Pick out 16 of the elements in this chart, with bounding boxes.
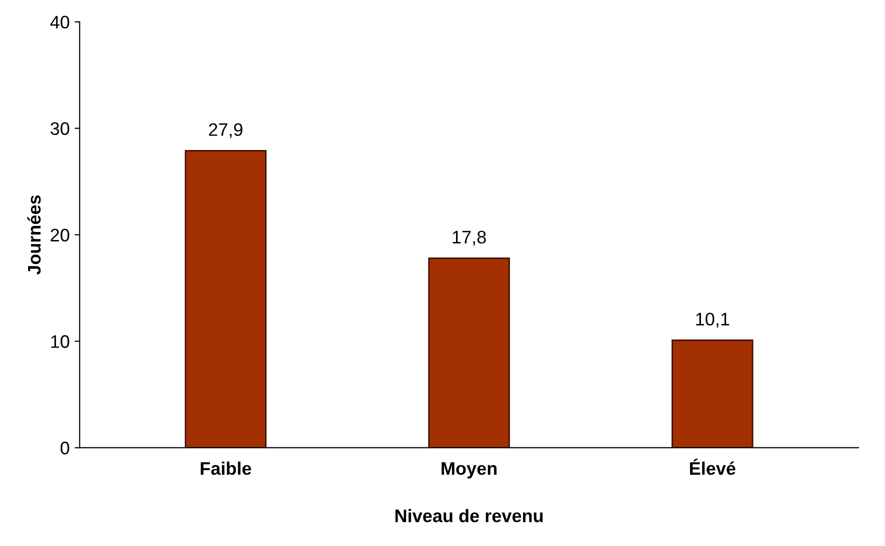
y-tick-label: 40: [50, 16, 70, 29]
y-tick-label: 20: [50, 228, 70, 242]
data-label: 27,9: [209, 123, 242, 138]
y-tick-label: 0: [60, 442, 70, 454]
bar: [184, 150, 267, 448]
y-tick-label: 30: [50, 122, 70, 136]
x-tick-label: Moyen: [442, 462, 497, 478]
x-axis-title: Niveau de revenu: [396, 508, 543, 522]
y-axis-title: Journées: [27, 195, 41, 275]
data-label: 17,8: [452, 230, 486, 246]
x-tick-label: Élevé: [690, 458, 736, 475]
data-label: 10,1: [696, 312, 730, 328]
x-tick-label: Faible: [200, 462, 252, 475]
bar: [428, 258, 510, 448]
y-tick-label: 10: [51, 335, 70, 348]
bar: [672, 339, 754, 448]
